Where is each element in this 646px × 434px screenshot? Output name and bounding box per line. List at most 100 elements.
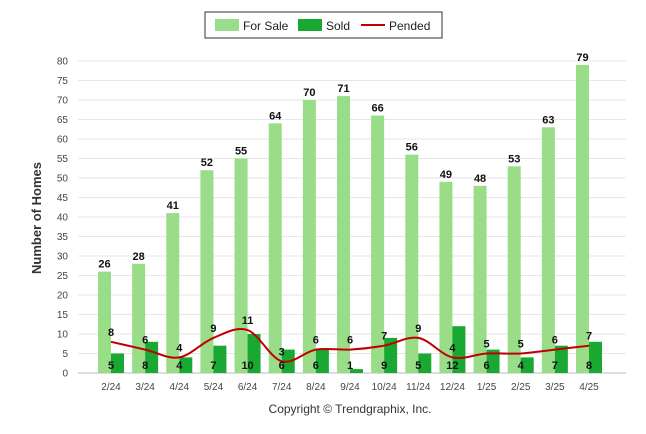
for-sale-bar — [576, 64, 589, 374]
sold-bar — [520, 357, 534, 373]
for-sale-bar — [166, 213, 180, 373]
legend-label-pended: Pended — [389, 19, 430, 33]
pended-value-label: 9 — [415, 323, 421, 335]
y-tick-label: 50 — [57, 174, 69, 185]
sold-bar — [554, 345, 568, 373]
x-tick-label: 4/24 — [170, 382, 190, 393]
pended-line-group — [110, 328, 590, 363]
x-axis-ticks: 2/24 3/24 4/24 5/24 6/24 7/24 8/24 9/24 10/24 11/… — [101, 382, 599, 393]
legend-label-for-sale: For Sale — [243, 19, 289, 33]
sold-bar — [213, 345, 227, 373]
sold-bar — [418, 353, 432, 373]
for-sale-value-label: 26 — [98, 259, 110, 271]
y-tick-label: 30 — [57, 252, 69, 263]
x-tick-label: 5/24 — [204, 382, 224, 393]
x-tick-label: 9/24 — [340, 382, 360, 393]
y-tick-label: 15 — [57, 310, 69, 321]
for-sale-value-label: 66 — [372, 103, 384, 115]
for-sale-value-label: 79 — [576, 52, 588, 64]
y-tick-label: 35 — [57, 232, 69, 243]
sold-bar — [486, 349, 500, 373]
x-tick-label: 10/24 — [372, 382, 397, 393]
sold-value-label: 10 — [241, 360, 253, 372]
for-sale-value-label: 64 — [269, 110, 282, 122]
sold-value-label: 6 — [313, 360, 319, 372]
x-tick-label: 4/25 — [579, 382, 599, 393]
sold-bar — [247, 334, 261, 373]
sold-bar — [350, 369, 363, 373]
for-sale-bar — [268, 123, 282, 374]
pended-value-label: 6 — [552, 335, 558, 347]
pended-value-label: 4 — [449, 342, 456, 354]
y-tick-label: 45 — [57, 193, 69, 204]
pended-value-label: 6 — [347, 335, 353, 347]
legend-box — [204, 11, 443, 39]
for-sale-bar — [98, 271, 111, 373]
pended-value-label: 8 — [108, 327, 114, 339]
sold-value-label: 4 — [518, 360, 525, 372]
y-tick-label: 5 — [62, 349, 68, 360]
pended-value-label: 11 — [242, 315, 254, 327]
sold-bar — [315, 349, 329, 373]
y-tick-label: 10 — [57, 330, 69, 341]
pended-value-label: 7 — [586, 331, 592, 343]
y-tick-label: 0 — [62, 369, 68, 380]
for-sale-bar — [405, 154, 419, 373]
y-axis-ticks: 0 5 10 15 20 25 30 35 40 45 50 55 60 65 70 75 80 — [57, 57, 69, 380]
sold-bar — [384, 337, 398, 373]
x-tick-label: 3/25 — [545, 382, 565, 393]
y-tick-label: 25 — [57, 271, 69, 282]
x-tick-label: 3/24 — [135, 382, 155, 393]
for-sale-bar — [337, 96, 350, 373]
for-sale-bar — [132, 263, 146, 373]
for-sale-value-label: 56 — [406, 142, 418, 154]
sold-value-label: 6 — [279, 360, 285, 372]
sold-value-label: 1 — [347, 360, 353, 372]
pended-value-label: 7 — [381, 331, 387, 343]
for-sale-value-label: 53 — [508, 153, 520, 165]
pended-value-label: 6 — [142, 335, 148, 347]
bars — [98, 64, 602, 374]
for-sale-value-label: 28 — [133, 251, 145, 263]
y-tick-label: 20 — [57, 291, 69, 302]
for-sale-bar — [473, 185, 487, 373]
copyright-text: Copyright © Trendgraphix, Inc. — [269, 402, 432, 416]
for-sale-bar — [439, 181, 453, 373]
y-tick-label: 80 — [57, 57, 69, 68]
for-sale-value-label: 55 — [235, 146, 247, 158]
sold-value-label: 6 — [484, 360, 490, 372]
y-tick-label: 55 — [57, 154, 69, 165]
for-sale-bar — [371, 115, 385, 373]
y-tick-label: 65 — [57, 115, 69, 126]
pended-value-label: 6 — [313, 335, 319, 347]
pended-line — [110, 328, 590, 363]
for-sale-value-label: 41 — [167, 200, 179, 212]
x-tick-label: 2/25 — [511, 382, 531, 393]
pended-value-label: 5 — [484, 339, 490, 351]
for-sale-value-label: 71 — [337, 83, 349, 95]
sold-bar — [452, 326, 466, 373]
for-sale-value-label: 63 — [542, 114, 554, 126]
x-tick-label: 11/24 — [406, 382, 431, 393]
x-tick-label: 1/25 — [477, 382, 497, 393]
x-tick-label: 2/24 — [101, 382, 121, 393]
sold-value-label: 7 — [552, 360, 558, 372]
y-tick-label: 70 — [57, 96, 69, 107]
pended-value-label: 5 — [518, 339, 524, 351]
sold-value-label: 9 — [381, 360, 387, 372]
for-sale-value-label: 52 — [201, 157, 213, 169]
x-tick-label: 7/24 — [272, 382, 292, 393]
sold-value-label: 8 — [586, 360, 592, 372]
sold-bar — [111, 353, 124, 373]
y-axis-title: Number of Homes — [29, 162, 44, 274]
for-sale-value-label: 70 — [303, 87, 315, 99]
pended-value-label: 9 — [210, 323, 216, 335]
for-sale-value-label: 49 — [440, 169, 452, 181]
sold-value-label: 5 — [415, 360, 421, 372]
legend-label-sold: Sold — [326, 19, 350, 33]
y-tick-label: 75 — [57, 76, 69, 87]
sold-value-label: 5 — [108, 360, 114, 372]
x-tick-label: 8/24 — [306, 382, 326, 393]
